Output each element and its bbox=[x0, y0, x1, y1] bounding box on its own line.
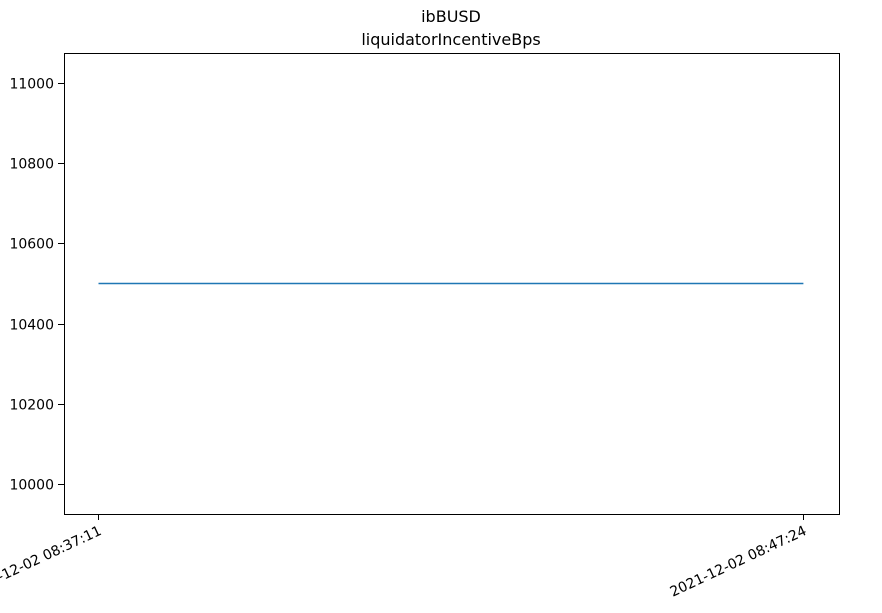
y-tick-label: 10600 bbox=[9, 237, 54, 253]
y-tick-label: 10800 bbox=[9, 157, 54, 173]
x-axis: 2021-12-02 08:37:11 2021-12-02 08:47:24 bbox=[0, 514, 809, 600]
x-tick-label: 2021-12-02 08:37:11 bbox=[0, 523, 104, 600]
y-tick-label: 10200 bbox=[9, 398, 54, 414]
y-tick-label: 10400 bbox=[9, 318, 54, 334]
y-tick-label: 10000 bbox=[9, 478, 54, 494]
chart-subtitle: liquidatorIncentiveBps bbox=[361, 30, 540, 49]
plot-area-frame bbox=[64, 53, 840, 515]
y-tick-label: 11000 bbox=[9, 77, 54, 93]
y-axis: 10000 10200 10400 10600 10800 11000 bbox=[9, 77, 64, 494]
x-tick-label: 2021-12-02 08:47:24 bbox=[668, 523, 810, 600]
chart-title: ibBUSD bbox=[421, 7, 481, 26]
